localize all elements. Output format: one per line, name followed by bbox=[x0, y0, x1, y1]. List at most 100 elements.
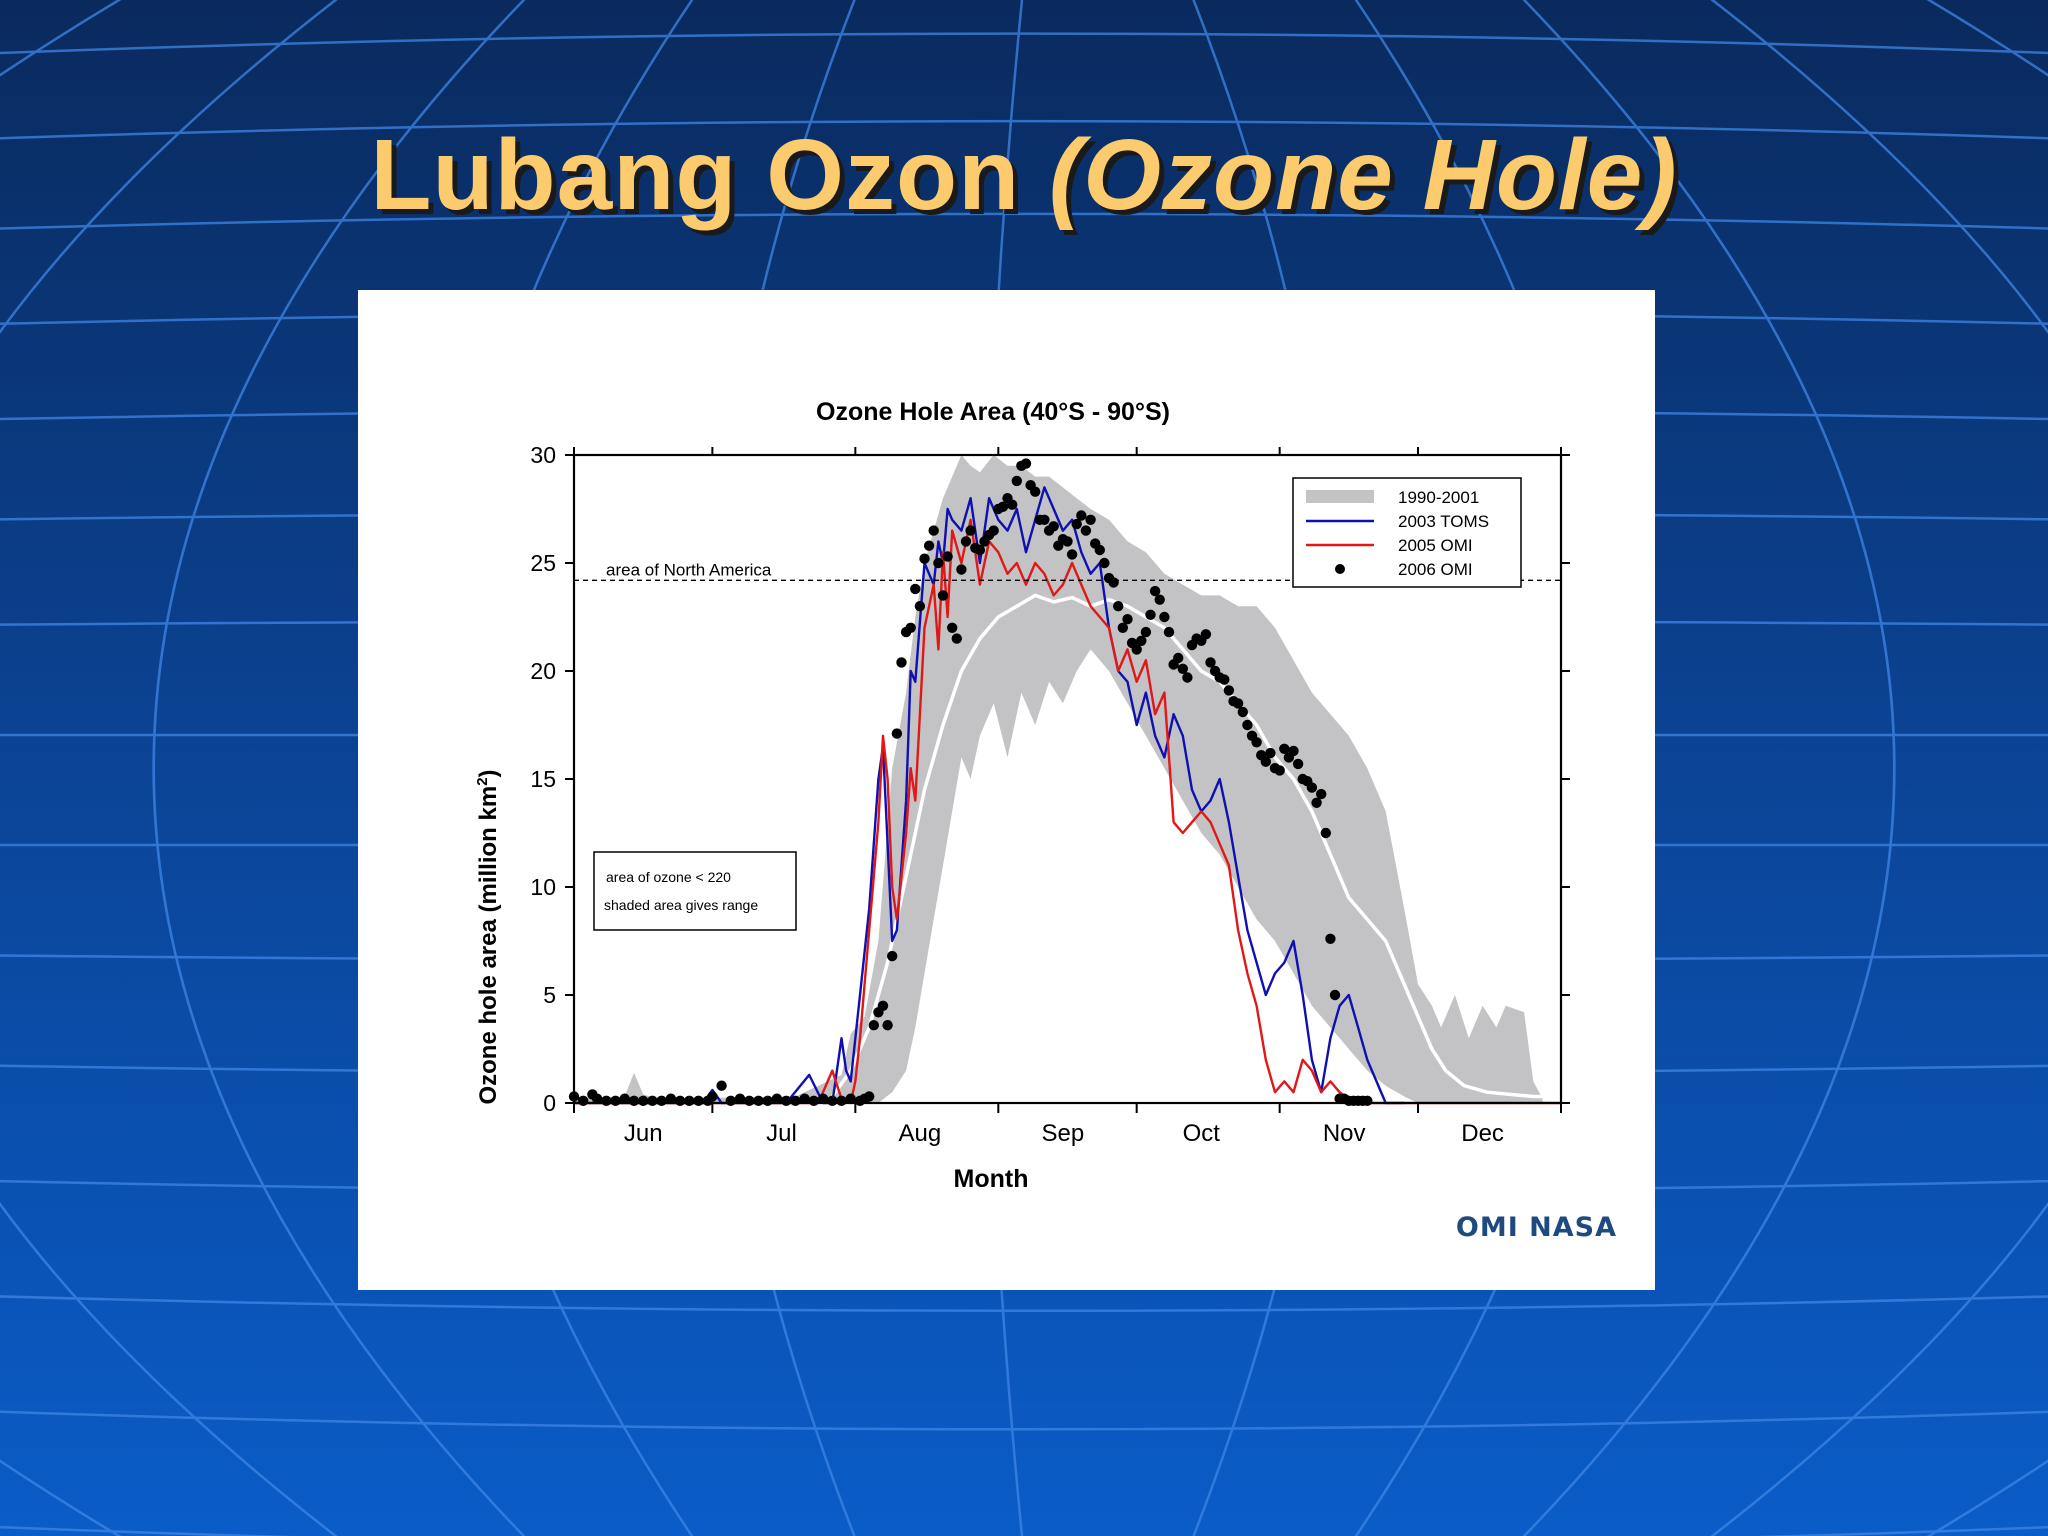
dot-2006-omi bbox=[914, 601, 926, 612]
dot-2006-omi bbox=[974, 544, 986, 556]
title-italic: (Ozone Hole) bbox=[1048, 119, 1678, 231]
x-tick-label: Dec bbox=[1461, 1120, 1504, 1147]
y-axis-ticks: 0 5 10 15 20 25 30 bbox=[530, 442, 1570, 1116]
ozone-hole-chart: Ozone Hole Area (40°S - 90°S) area of No… bbox=[474, 398, 1570, 1193]
y-tick-label: 15 bbox=[530, 766, 556, 792]
series-line-2003-toms bbox=[574, 486, 1405, 1105]
dot-2006-omi bbox=[1071, 518, 1082, 530]
dot-2006-omi bbox=[665, 1093, 677, 1104]
dot-2006-omi bbox=[647, 1095, 658, 1106]
dot-2006-omi bbox=[919, 553, 930, 564]
dot-2006-omi bbox=[725, 1095, 736, 1106]
source-credit: OMI NASA bbox=[1455, 1212, 1617, 1243]
dot-2006-omi bbox=[1320, 827, 1331, 839]
grid-latitude-line bbox=[0, 212, 2048, 230]
reference-label: area of North America bbox=[606, 560, 772, 579]
legend-swatch-band bbox=[1306, 490, 1374, 503]
mean-line-1990-2001 bbox=[830, 593, 1543, 1099]
grid-latitude-line bbox=[0, 32, 2048, 55]
dot-2006-omi bbox=[1048, 521, 1059, 532]
dot-2006-omi bbox=[896, 657, 907, 668]
dot-2006-omi bbox=[1316, 788, 1327, 800]
legend-label: 1990-2001 bbox=[1398, 488, 1479, 507]
dot-2006-omi bbox=[1154, 594, 1165, 605]
dot-2006-omi bbox=[781, 1095, 792, 1106]
dot-2006-omi bbox=[1265, 747, 1276, 759]
y-tick-label: 20 bbox=[530, 658, 556, 684]
dot-2006-omi bbox=[887, 950, 898, 962]
dot-2006-omi bbox=[1242, 719, 1253, 731]
dot-2006-omi bbox=[960, 536, 972, 547]
series-2006-omi-dots bbox=[568, 458, 1373, 1106]
dot-2006-omi bbox=[845, 1093, 856, 1104]
dot-2006-omi bbox=[771, 1093, 783, 1104]
dot-2006-omi bbox=[817, 1093, 829, 1104]
dot-2006-omi bbox=[684, 1095, 695, 1106]
grid-longitude-line bbox=[1522, 0, 1896, 1536]
dot-2006-omi bbox=[1039, 514, 1050, 525]
dot-2006-omi bbox=[707, 1091, 718, 1102]
dot-2006-omi bbox=[693, 1095, 704, 1106]
dot-2006-omi bbox=[877, 1000, 889, 1011]
dot-2006-omi bbox=[762, 1095, 773, 1106]
x-axis-label: Month bbox=[954, 1165, 1029, 1193]
dot-2006-omi bbox=[891, 728, 903, 739]
dot-2006-omi bbox=[1122, 614, 1133, 625]
dot-2006-omi bbox=[933, 557, 944, 569]
dot-2006-omi bbox=[1288, 745, 1299, 757]
dot-2006-omi bbox=[1062, 536, 1073, 547]
grid-latitude-line bbox=[0, 1410, 2048, 1431]
legend-label: 2003 TOMS bbox=[1398, 512, 1489, 531]
grid-latitude-line bbox=[0, 1295, 2048, 1313]
dot-2006-omi bbox=[808, 1095, 819, 1106]
dot-2006-omi bbox=[1232, 698, 1244, 709]
dot-2006-omi bbox=[1108, 577, 1119, 588]
dot-2006-omi bbox=[1131, 644, 1142, 655]
dot-2006-omi bbox=[1251, 737, 1262, 748]
dot-2006-omi bbox=[1237, 706, 1248, 718]
dot-2006-omi bbox=[965, 525, 976, 536]
legend-label: 2006 OMI bbox=[1398, 560, 1473, 579]
y-tick-label: 25 bbox=[530, 550, 556, 576]
grid-longitude-line bbox=[1710, 0, 2048, 1536]
dot-2006-omi bbox=[1292, 758, 1304, 770]
note-line-2: shaded area gives range bbox=[604, 897, 758, 913]
dot-2006-omi bbox=[937, 590, 949, 601]
dot-2006-omi bbox=[1149, 585, 1161, 597]
dot-2006-omi bbox=[928, 525, 939, 536]
dot-2006-omi bbox=[1117, 622, 1128, 633]
dot-2006-omi bbox=[951, 633, 962, 644]
dot-2006-omi bbox=[836, 1095, 847, 1106]
dot-2006-omi bbox=[1177, 663, 1188, 674]
dot-2006-omi bbox=[601, 1095, 612, 1106]
note-box: area of ozone < 220 shaded area gives ra… bbox=[593, 851, 797, 931]
dot-2006-omi bbox=[1306, 782, 1318, 793]
y-tick-label: 5 bbox=[543, 982, 556, 1008]
dot-2006-omi bbox=[1279, 743, 1290, 754]
dot-2006-omi bbox=[868, 1020, 879, 1031]
dot-2006-omi bbox=[997, 501, 1009, 512]
dot-2006-omi bbox=[799, 1093, 810, 1104]
series-lines bbox=[574, 486, 1561, 1105]
dot-2006-omi bbox=[744, 1095, 755, 1106]
dot-2006-omi bbox=[882, 1020, 893, 1031]
dot-2006-omi bbox=[1311, 797, 1322, 808]
dot-2006-omi bbox=[1066, 549, 1078, 560]
x-tick-label: Oct bbox=[1183, 1120, 1221, 1147]
mean-line bbox=[830, 593, 1543, 1099]
band-area-1990-2001 bbox=[574, 455, 1543, 1103]
dot-2006-omi bbox=[753, 1095, 764, 1106]
dot-2006-omi bbox=[610, 1095, 621, 1106]
dot-2006-omi bbox=[956, 564, 967, 575]
dot-2006-omi bbox=[1020, 458, 1032, 469]
dot-2006-omi bbox=[790, 1095, 801, 1106]
legend-entries: 1990-2001 2003 TOMS 2005 OMI 2006 OMI bbox=[1306, 488, 1489, 579]
dot-2006-omi bbox=[864, 1091, 875, 1102]
dot-2006-omi bbox=[674, 1095, 686, 1106]
dot-2006-omi bbox=[1274, 765, 1285, 776]
dot-2006-omi bbox=[1076, 510, 1087, 521]
title-main: Lubang Ozon bbox=[370, 119, 1049, 231]
dot-2006-omi bbox=[1136, 635, 1147, 646]
note-line-1: area of ozone < 220 bbox=[606, 869, 731, 885]
dot-2006-omi bbox=[1030, 486, 1041, 497]
